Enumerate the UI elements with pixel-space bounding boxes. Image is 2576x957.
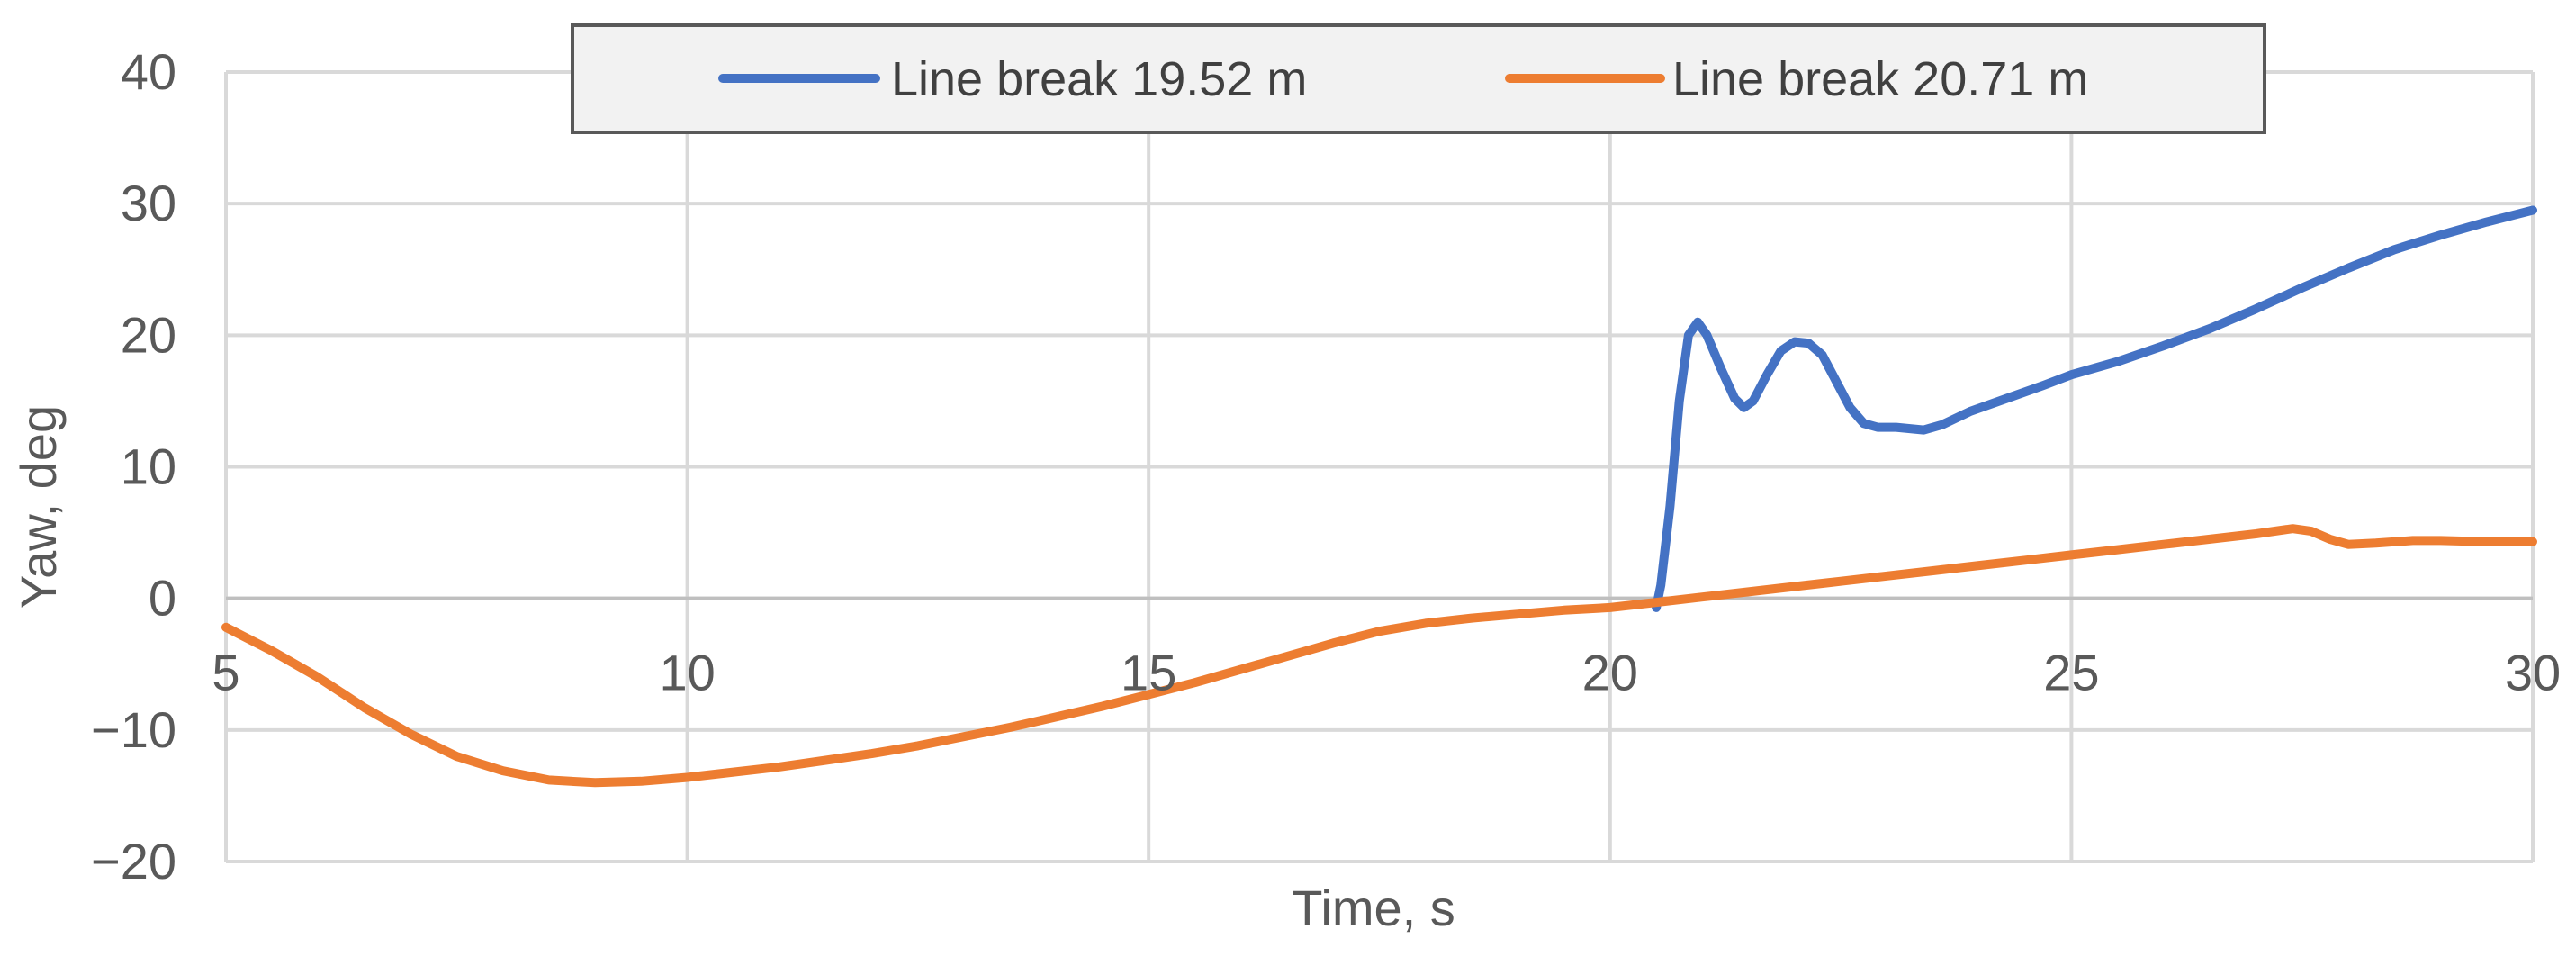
series-line-line-break-20-71 — [221, 524, 2537, 788]
legend: Line break 19.52 m Line break 20.71 m — [571, 23, 2266, 134]
x-tick-label: 15 — [1121, 645, 1176, 701]
x-tick-label: 5 — [212, 645, 239, 701]
x-tick-label: 10 — [659, 645, 715, 701]
y-tick-label: 30 — [121, 175, 176, 231]
x-tick-labels: 5 10 15 20 25 30 — [212, 645, 2561, 701]
x-tick-label: 20 — [1582, 645, 1638, 701]
y-tick-label: −20 — [91, 833, 176, 889]
y-tick-label: 10 — [121, 438, 176, 495]
y-tick-labels: −20 −10 0 10 20 30 40 — [91, 43, 176, 889]
series-line-line-break-19-52 — [1652, 205, 2537, 612]
grid — [224, 70, 2535, 863]
legend-label-line-break-19-52: Line break 19.52 m — [891, 52, 1307, 106]
legend-label-line-break-20-71: Line break 20.71 m — [1672, 52, 2088, 106]
y-axis-label: Yaw, deg — [10, 405, 67, 609]
x-axis-label: Time, s — [1292, 880, 1455, 936]
x-tick-label: 30 — [2505, 645, 2561, 701]
x-tick-label: 25 — [2043, 645, 2099, 701]
y-tick-label: 40 — [121, 43, 176, 100]
series-layer — [221, 205, 2537, 788]
y-tick-label: 0 — [149, 570, 176, 627]
y-tick-label: 20 — [121, 306, 176, 363]
y-tick-label: −10 — [91, 701, 176, 758]
